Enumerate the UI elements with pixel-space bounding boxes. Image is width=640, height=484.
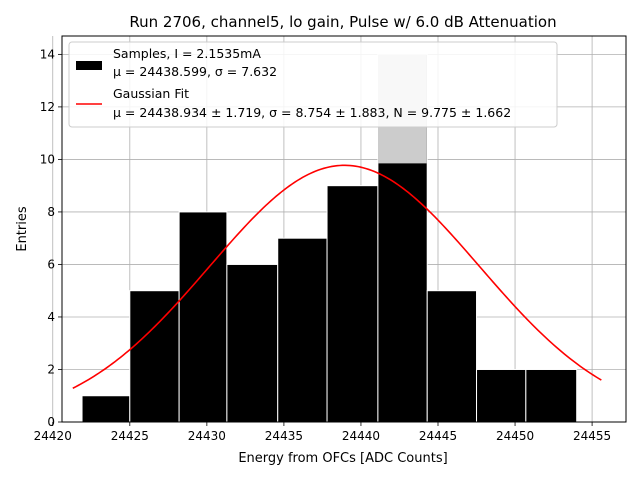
histogram-bar <box>525 368 578 423</box>
x-tick-label: 24440 <box>342 429 380 443</box>
x-axis-label: Energy from OFCs [ADC Counts] <box>238 451 447 466</box>
histogram-bar <box>426 290 478 423</box>
chart-title: Run 2706, channel5, lo gain, Pulse w/ 6.… <box>129 13 556 31</box>
x-tick-label: 24425 <box>111 429 149 443</box>
x-tick-label: 24455 <box>573 429 611 443</box>
y-axis-ticks: 0 2 4 6 8 10 12 14 <box>40 47 62 429</box>
legend-samples-detail: μ = 24438.599, σ = 7.632 <box>113 64 277 79</box>
legend-samples-name: Samples, I = 2.1535mA <box>113 46 261 61</box>
gaussian-fit-curve <box>72 164 602 389</box>
y-tick-label: 8 <box>47 205 55 219</box>
legend: Samples, I = 2.1535mA μ = 24438.599, σ =… <box>68 41 558 128</box>
y-tick-label: 4 <box>47 310 55 324</box>
histogram-bar <box>277 237 328 423</box>
y-tick-label: 6 <box>47 257 55 271</box>
y-tick-label: 10 <box>40 152 55 166</box>
y-tick-label: 12 <box>40 100 55 114</box>
legend-samples-swatch <box>76 61 102 70</box>
y-tick-label: 0 <box>47 415 55 429</box>
x-axis-ticks: 24420 24425 24430 24435 24440 24445 24450 24455 <box>34 422 611 443</box>
histogram-bars <box>81 53 578 423</box>
legend-fit-name: Gaussian Fit <box>113 86 189 101</box>
x-tick-label: 24420 <box>34 429 72 443</box>
histogram-bar <box>326 185 379 423</box>
histogram-bar <box>476 368 527 423</box>
x-tick-label: 24435 <box>265 429 303 443</box>
x-tick-label: 24450 <box>496 429 534 443</box>
histogram-bar <box>81 395 131 423</box>
plot-frame <box>61 35 627 423</box>
histogram-bar <box>178 211 228 423</box>
histogram-bar <box>226 263 279 423</box>
y-tick-label: 14 <box>40 47 55 61</box>
x-tick-label: 24445 <box>419 429 457 443</box>
legend-fit-detail: μ = 24438.934 ± 1.719, σ = 8.754 ± 1.883… <box>113 105 511 120</box>
histogram-bar <box>129 290 180 423</box>
legend-box <box>68 41 558 128</box>
y-axis-label: Entries <box>15 206 30 252</box>
x-tick-label: 24430 <box>188 429 226 443</box>
y-tick-label: 2 <box>47 362 55 376</box>
